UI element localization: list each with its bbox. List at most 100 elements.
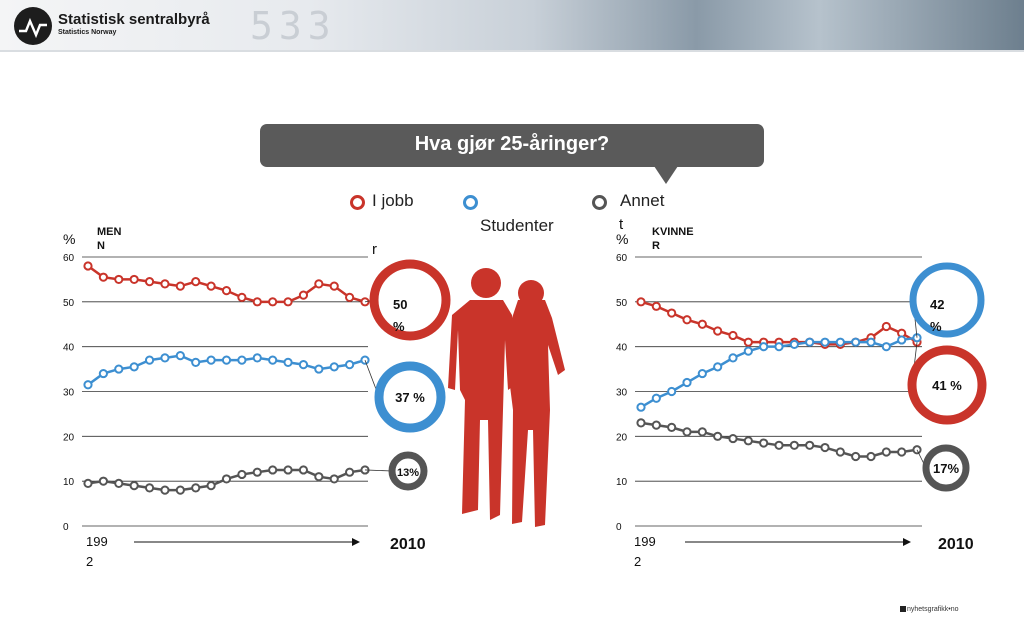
data-point	[329, 362, 339, 372]
data-point	[835, 447, 845, 457]
data-point	[144, 277, 155, 287]
chart-title: Hva gjør 25-åringer?	[260, 124, 764, 167]
data-point	[268, 355, 278, 365]
data-point	[129, 362, 139, 372]
data-point	[144, 483, 155, 493]
data-point	[314, 472, 324, 482]
y-tick-label: 60	[63, 253, 75, 264]
y-tick-label: 0	[63, 522, 69, 533]
end-value-label: %	[393, 319, 405, 334]
data-point	[283, 465, 293, 475]
data-point	[160, 485, 170, 495]
data-point	[237, 292, 247, 302]
title-callout-tail	[654, 166, 678, 184]
woman-figure-icon	[508, 300, 565, 527]
end-value-ring	[369, 259, 451, 341]
x-axis-arrowhead	[352, 538, 360, 546]
data-point	[805, 440, 815, 450]
data-point	[252, 353, 262, 363]
panel-label: N	[97, 240, 105, 252]
data-point	[206, 355, 216, 365]
data-point	[667, 386, 677, 397]
data-point	[221, 286, 232, 296]
y-tick-label: 30	[63, 388, 75, 399]
data-point	[129, 481, 139, 491]
x-start-label: 2	[86, 554, 93, 569]
data-point	[345, 360, 355, 370]
data-point	[820, 442, 830, 453]
banner-divider	[0, 50, 1024, 52]
man-figure-icon	[448, 300, 515, 520]
panel-label: R	[652, 240, 660, 252]
data-point	[759, 342, 769, 352]
data-point	[851, 451, 861, 462]
end-value-label: 37 %	[395, 390, 425, 405]
credit-text: nyhetsgrafikk•no	[900, 606, 958, 613]
legend-student-icon	[463, 195, 478, 210]
legend-annet-label: Annet	[620, 191, 665, 210]
data-point	[713, 326, 723, 336]
legend-student-overflow-letter: r	[372, 241, 377, 258]
data-point	[114, 478, 124, 489]
data-point	[866, 451, 876, 462]
data-point	[636, 297, 646, 307]
end-value-label: 17%	[933, 461, 959, 476]
data-point	[283, 297, 293, 307]
data-point	[283, 357, 293, 367]
data-point	[144, 355, 155, 365]
data-point	[191, 483, 201, 493]
y-axis-unit: %	[63, 231, 75, 247]
data-point	[682, 427, 692, 437]
data-point	[221, 474, 232, 484]
legend-annet-overflow-letter: t	[619, 216, 624, 233]
data-point	[682, 377, 692, 388]
x-start-label: 199	[634, 534, 656, 549]
data-point	[743, 346, 753, 356]
y-tick-label: 60	[616, 253, 628, 264]
legend-annet-icon	[592, 195, 607, 210]
data-point	[345, 292, 355, 302]
data-point	[713, 362, 723, 372]
series-line-2	[640, 421, 918, 458]
data-point	[728, 353, 738, 363]
data-point	[252, 467, 262, 477]
ssb-logo-icon	[14, 7, 52, 45]
data-point	[314, 279, 324, 289]
data-point	[728, 433, 738, 444]
banner-digits: 533	[250, 4, 337, 48]
panel-label: MEN	[97, 226, 122, 238]
data-point	[667, 422, 677, 432]
data-point	[298, 360, 309, 370]
data-point	[774, 440, 784, 450]
data-point	[697, 368, 707, 379]
data-point	[129, 274, 139, 285]
data-point	[160, 353, 170, 363]
data-point	[98, 272, 108, 282]
data-point	[651, 301, 661, 311]
end-value-ring	[909, 262, 985, 338]
x-end-label: 2010	[938, 536, 974, 553]
data-point	[83, 380, 93, 390]
data-point	[743, 436, 753, 446]
data-point	[298, 465, 309, 475]
legend-jobb-icon	[350, 195, 365, 210]
data-point	[743, 337, 753, 347]
brand-name: Statistisk sentralbyrå	[58, 11, 210, 28]
y-tick-label: 0	[616, 522, 622, 533]
y-tick-label: 10	[63, 477, 75, 488]
data-point	[866, 337, 876, 347]
people-figures	[448, 268, 565, 527]
data-point	[897, 335, 907, 345]
x-start-label: 2	[634, 554, 641, 569]
data-point	[667, 308, 677, 318]
legend-jobb-label: I jobb	[372, 191, 414, 210]
x-start-label: 199	[86, 534, 108, 549]
data-point	[191, 277, 201, 287]
data-point	[191, 357, 201, 367]
data-point	[98, 368, 108, 379]
end-value-ring	[374, 361, 446, 433]
data-point	[651, 393, 661, 403]
data-point	[114, 274, 124, 285]
data-point	[298, 290, 309, 300]
